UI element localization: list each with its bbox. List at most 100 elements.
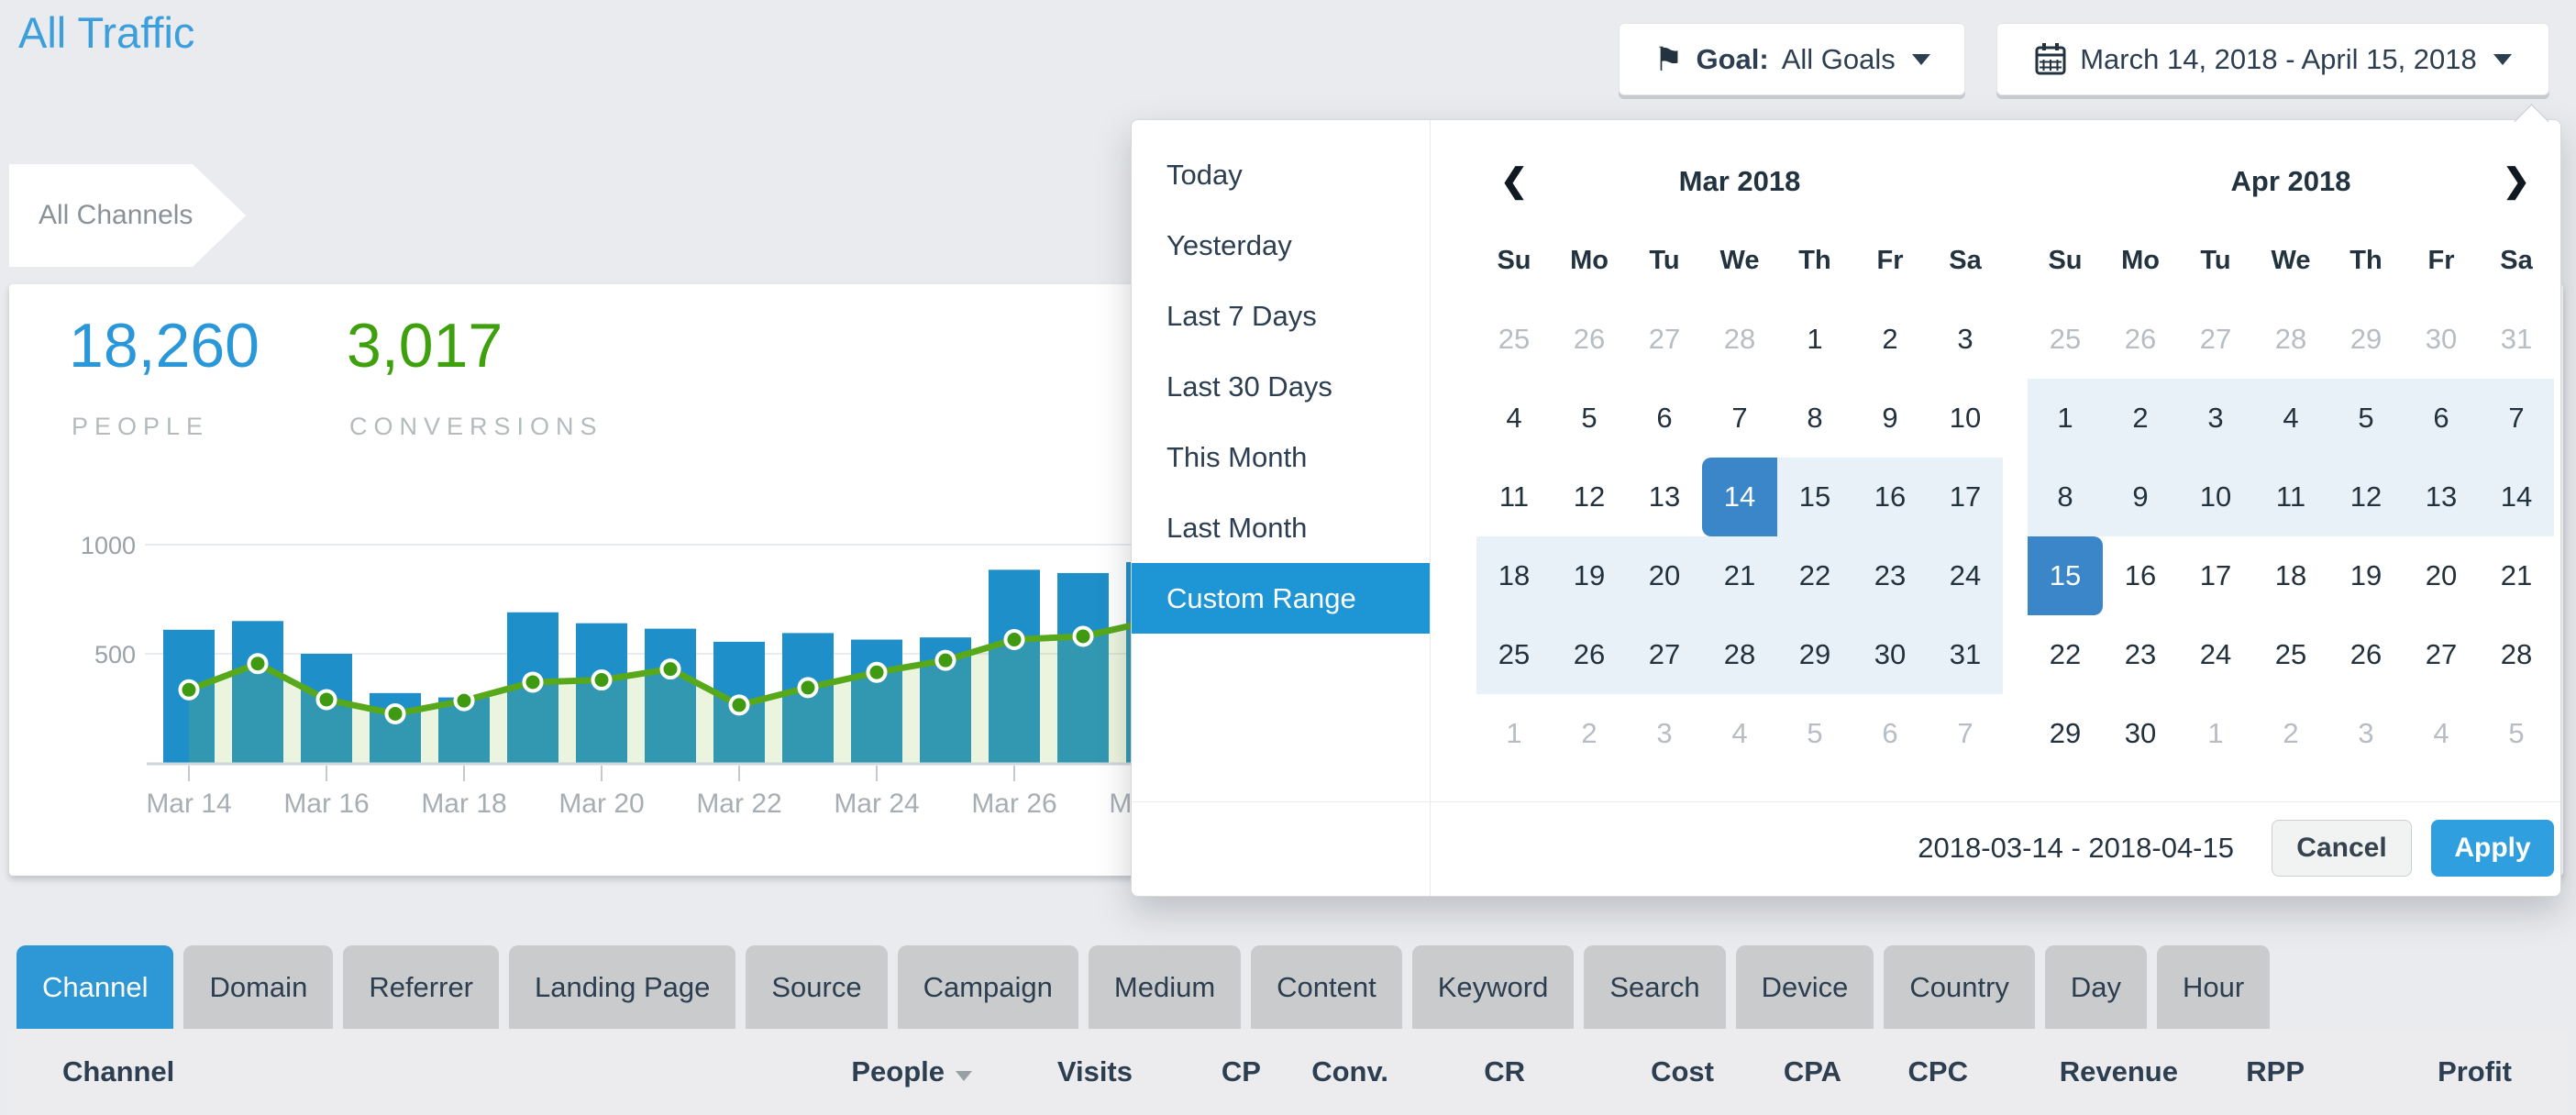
day-cell[interactable]: 4 [1506, 402, 1522, 434]
day-cell[interactable]: 5 [2328, 379, 2404, 458]
day-cell[interactable]: 26 [2349, 638, 2383, 670]
day-cell[interactable]: 7 [1731, 402, 1748, 434]
tab-referrer[interactable]: Referrer [343, 945, 500, 1029]
day-cell[interactable]: 10 [1949, 402, 1982, 434]
day-cell[interactable]: 13 [2404, 458, 2479, 536]
day-cell[interactable]: 31 [2500, 323, 2533, 355]
tab-campaign[interactable]: Campaign [897, 945, 1078, 1029]
day-cell[interactable]: 30 [1852, 615, 1928, 694]
column-header-cr[interactable]: CR [1378, 1029, 1525, 1115]
tab-content[interactable]: Content [1251, 945, 1402, 1029]
day-cell[interactable]: 17 [2199, 559, 2232, 591]
apply-button[interactable]: Apply [2431, 820, 2554, 877]
day-cell[interactable]: 23 [2124, 638, 2157, 670]
day-cell[interactable]: 25 [2049, 323, 2082, 355]
goal-dropdown-button[interactable]: ⚑ Goal: All Goals [1619, 23, 1965, 95]
tab-domain[interactable]: Domain [183, 945, 334, 1029]
day-cell[interactable]: 2 [2283, 717, 2299, 749]
column-header-rpp[interactable]: RPP [2158, 1029, 2305, 1115]
column-header-conv-[interactable]: Conv. [1242, 1029, 1388, 1115]
day-cell[interactable]: 20 [1627, 536, 1702, 615]
day-cell[interactable]: 9 [2103, 458, 2178, 536]
day-cell[interactable]: 18 [2274, 559, 2307, 591]
day-cell[interactable]: 29 [2049, 717, 2082, 749]
tab-device[interactable]: Device [1735, 945, 1874, 1029]
column-header-cpc[interactable]: CPC [1821, 1029, 1968, 1115]
preset-item-last-7-days[interactable]: Last 7 Days [1166, 300, 1317, 332]
day-cell[interactable]: 25 [1498, 323, 1531, 355]
day-cell[interactable]: 1 [2028, 379, 2103, 458]
day-cell[interactable]: 7 [2479, 379, 2554, 458]
column-header-cpa[interactable]: CPA [1695, 1029, 1841, 1115]
column-header-cost[interactable]: Cost [1549, 1029, 1714, 1115]
tab-channel[interactable]: Channel [17, 945, 174, 1029]
preset-item-last-30-days[interactable]: Last 30 Days [1166, 370, 1332, 403]
day-cell[interactable]: 1 [1506, 717, 1522, 749]
day-cell[interactable]: 15 [2028, 536, 2103, 615]
day-cell[interactable]: 27 [1627, 615, 1702, 694]
column-header-channel[interactable]: Channel [62, 1029, 613, 1115]
day-cell[interactable]: 26 [1552, 615, 1627, 694]
day-cell[interactable]: 7 [1957, 717, 1973, 749]
day-cell[interactable]: 6 [1882, 717, 1898, 749]
day-cell[interactable]: 26 [2124, 323, 2157, 355]
tab-medium[interactable]: Medium [1088, 945, 1242, 1029]
day-cell[interactable]: 22 [2049, 638, 2082, 670]
column-header-cp[interactable]: CP [1123, 1029, 1261, 1115]
day-cell[interactable]: 29 [1777, 615, 1852, 694]
tab-hour[interactable]: Hour [2157, 945, 2271, 1029]
tab-search[interactable]: Search [1584, 945, 1726, 1029]
day-cell[interactable]: 14 [1702, 458, 1777, 536]
tab-keyword[interactable]: Keyword [1411, 945, 1575, 1029]
prev-month-icon[interactable]: ❮ [1500, 161, 1529, 199]
day-cell[interactable]: 6 [2404, 379, 2479, 458]
day-cell[interactable]: 17 [1928, 458, 2003, 536]
day-cell[interactable]: 25 [1476, 615, 1552, 694]
preset-item-this-month[interactable]: This Month [1166, 441, 1308, 473]
day-cell[interactable]: 23 [1852, 536, 1928, 615]
day-cell[interactable]: 25 [2274, 638, 2307, 670]
day-cell[interactable]: 22 [1777, 536, 1852, 615]
day-cell[interactable]: 11 [1498, 480, 1530, 513]
day-cell[interactable]: 13 [1648, 480, 1681, 513]
preset-item-custom-range[interactable]: Custom Range [1132, 563, 1430, 634]
day-cell[interactable]: 16 [2124, 559, 2157, 591]
day-cell[interactable]: 5 [2508, 717, 2525, 749]
preset-item-today[interactable]: Today [1166, 159, 1243, 191]
next-month-icon[interactable]: ❯ [2502, 161, 2530, 199]
day-cell[interactable]: 2 [2103, 379, 2178, 458]
day-cell[interactable]: 19 [2349, 559, 2383, 591]
column-header-revenue[interactable]: Revenue [1985, 1029, 2178, 1115]
day-cell[interactable]: 2 [1581, 717, 1598, 749]
tab-country[interactable]: Country [1884, 945, 2035, 1029]
day-cell[interactable]: 3 [1957, 323, 1973, 355]
date-range-button[interactable]: March 14, 2018 - April 15, 2018 [1996, 23, 2549, 95]
day-cell[interactable]: 21 [2500, 559, 2533, 591]
day-cell[interactable]: 3 [2178, 379, 2253, 458]
breadcrumb[interactable]: All Channels [9, 164, 246, 267]
day-cell[interactable]: 28 [1723, 323, 1756, 355]
tab-source[interactable]: Source [746, 945, 888, 1029]
day-cell[interactable]: 6 [1656, 402, 1673, 434]
day-cell[interactable]: 12 [1573, 480, 1606, 513]
day-cell[interactable]: 8 [1807, 402, 1823, 434]
day-cell[interactable]: 27 [2199, 323, 2232, 355]
day-cell[interactable]: 14 [2479, 458, 2554, 536]
day-cell[interactable]: 10 [2178, 458, 2253, 536]
day-cell[interactable]: 2 [1882, 323, 1898, 355]
day-cell[interactable]: 5 [1807, 717, 1823, 749]
day-cell[interactable]: 20 [2425, 559, 2458, 591]
tab-landing-page[interactable]: Landing Page [509, 945, 736, 1029]
day-cell[interactable]: 30 [2425, 323, 2458, 355]
day-cell[interactable]: 4 [2253, 379, 2328, 458]
cancel-button[interactable]: Cancel [2272, 820, 2412, 877]
day-cell[interactable]: 1 [2207, 717, 2224, 749]
day-cell[interactable]: 3 [2358, 717, 2374, 749]
day-cell[interactable]: 12 [2328, 458, 2404, 536]
day-cell[interactable]: 16 [1852, 458, 1928, 536]
day-cell[interactable]: 28 [2500, 638, 2533, 670]
preset-item-yesterday[interactable]: Yesterday [1166, 229, 1292, 261]
day-cell[interactable]: 11 [2253, 458, 2328, 536]
day-cell[interactable]: 21 [1702, 536, 1777, 615]
day-cell[interactable]: 9 [1882, 402, 1898, 434]
